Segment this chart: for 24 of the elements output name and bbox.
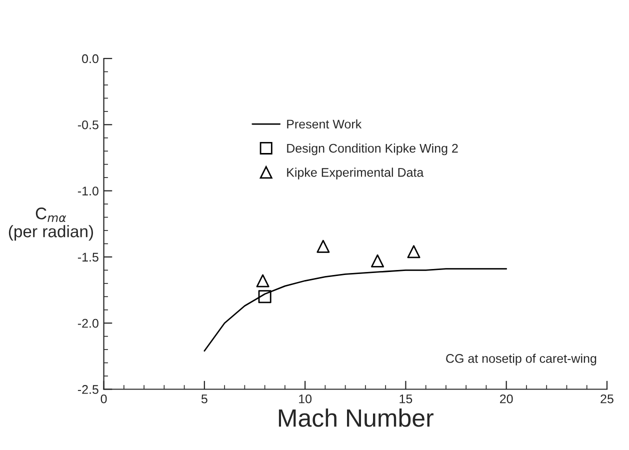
point: [371, 254, 384, 268]
legend-label: Kipke Experimental Data: [287, 168, 424, 180]
x-axis-title: Mach Number: [278, 408, 434, 427]
y-tick-label: -1.5: [78, 252, 98, 262]
y-tick-label: -1.0: [78, 186, 98, 196]
y-tick-label: -0.5: [78, 120, 98, 130]
line-series: [204, 268, 508, 352]
y-axis-title: C$_{mα}$ (per radian): [8, 208, 93, 241]
y-tick-label: 0.0: [82, 54, 98, 64]
y-tick-label: -2.5: [78, 385, 98, 394]
y-tick-label: -2.0: [78, 318, 98, 328]
x-tick-label: 0: [100, 394, 107, 404]
x-tick-label: 10: [299, 394, 312, 404]
x-tick-label: 20: [500, 394, 513, 404]
legend-label: Present Work: [287, 119, 362, 129]
point: [316, 240, 330, 253]
x-tick-label: 25: [600, 394, 614, 404]
legend-label: Design Condition Kipke Wing 2: [287, 144, 458, 156]
annotation: CG at nosetip of caret-wing: [446, 354, 596, 366]
x-tick-label: 15: [400, 394, 412, 404]
point: [258, 290, 272, 304]
point: [256, 274, 270, 288]
point: [407, 245, 420, 258]
x-tick-label: 5: [201, 394, 208, 404]
